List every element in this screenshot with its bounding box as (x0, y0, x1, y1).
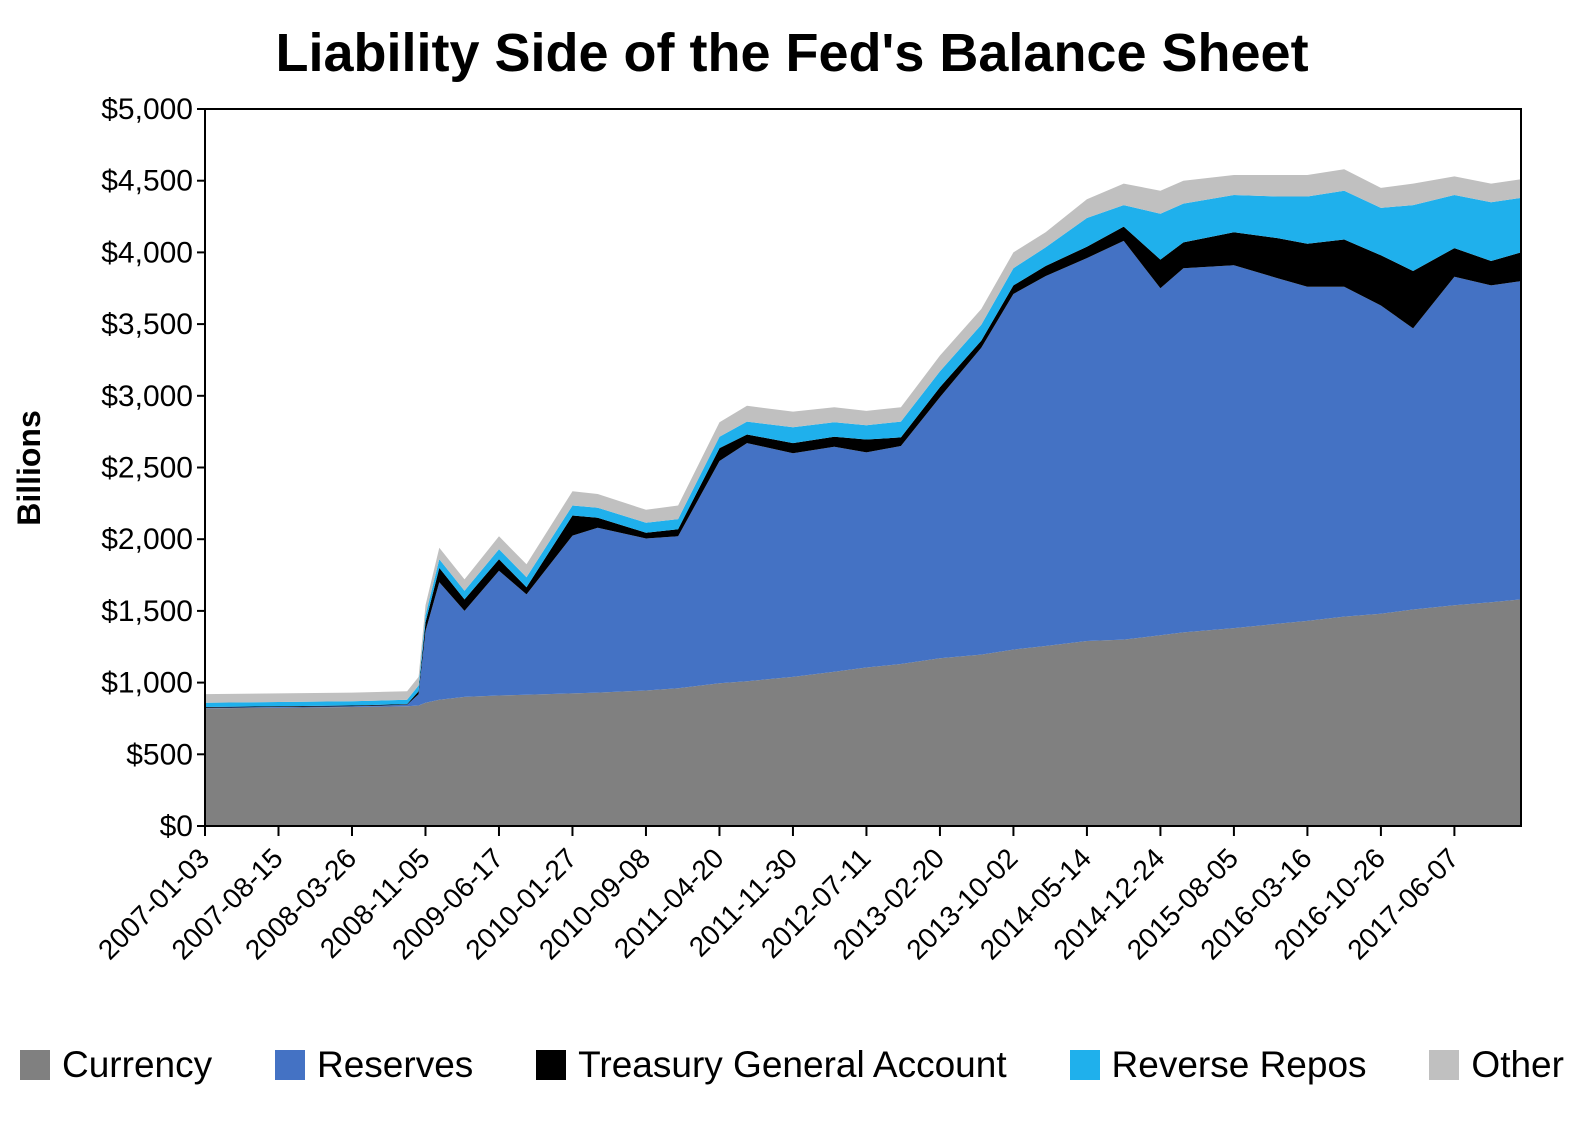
area-layers (205, 169, 1521, 826)
y-axis-label: Billions (11, 410, 47, 526)
legend-swatch (1429, 1050, 1460, 1080)
y-tick-label: $3,500 (101, 308, 193, 341)
legend-label: Reverse Repos (1111, 1044, 1367, 1085)
area-reverse-repos (205, 190, 1521, 707)
legend-item-currency: Currency (20, 1044, 212, 1086)
legend-item-other: Other (1429, 1044, 1564, 1086)
y-tick-label: $500 (126, 738, 193, 771)
y-tick-label: $2,000 (101, 523, 193, 556)
y-tick-label: $5,000 (101, 93, 193, 126)
legend-swatch (20, 1050, 50, 1080)
legend: Currency Reserves Treasury General Account… (20, 1040, 1564, 1090)
area-currency (205, 599, 1521, 826)
legend-label: Treasury General Account (578, 1044, 1007, 1085)
y-tick-label: $1,000 (101, 667, 193, 700)
area-reserves (205, 240, 1521, 709)
legend-swatch (275, 1050, 305, 1080)
y-tick-label: $1,500 (101, 595, 193, 628)
area-treasury-general-account (205, 226, 1521, 708)
legend-item-reserves: Reserves (275, 1044, 473, 1086)
y-tick-label: $4,500 (101, 165, 193, 198)
x-axis: 2007-01-032007-08-152008-03-262008-11-05… (92, 826, 1465, 966)
y-tick-label: $4,000 (101, 236, 193, 269)
legend-swatch (536, 1050, 567, 1080)
y-axis: $0 $500 $1,000 $1,500 $2,000 $2,500 $3,000 $3,5… (101, 93, 205, 843)
legend-label: Currency (62, 1044, 213, 1085)
chart-title: Liability Side of the Fed's Balance Shee… (275, 23, 1309, 83)
y-tick-label: $0 (160, 810, 193, 843)
y-tick-label: $2,500 (101, 452, 193, 485)
legend-item-reverse-repos: Reverse Repos (1069, 1044, 1367, 1086)
y-tick-label: $3,000 (101, 380, 193, 413)
legend-item-treasury-general-account: Treasury General Account (536, 1044, 1007, 1086)
legend-label: Reserves (317, 1044, 474, 1085)
legend-label: Other (1471, 1044, 1564, 1085)
legend-swatch (1069, 1050, 1100, 1080)
